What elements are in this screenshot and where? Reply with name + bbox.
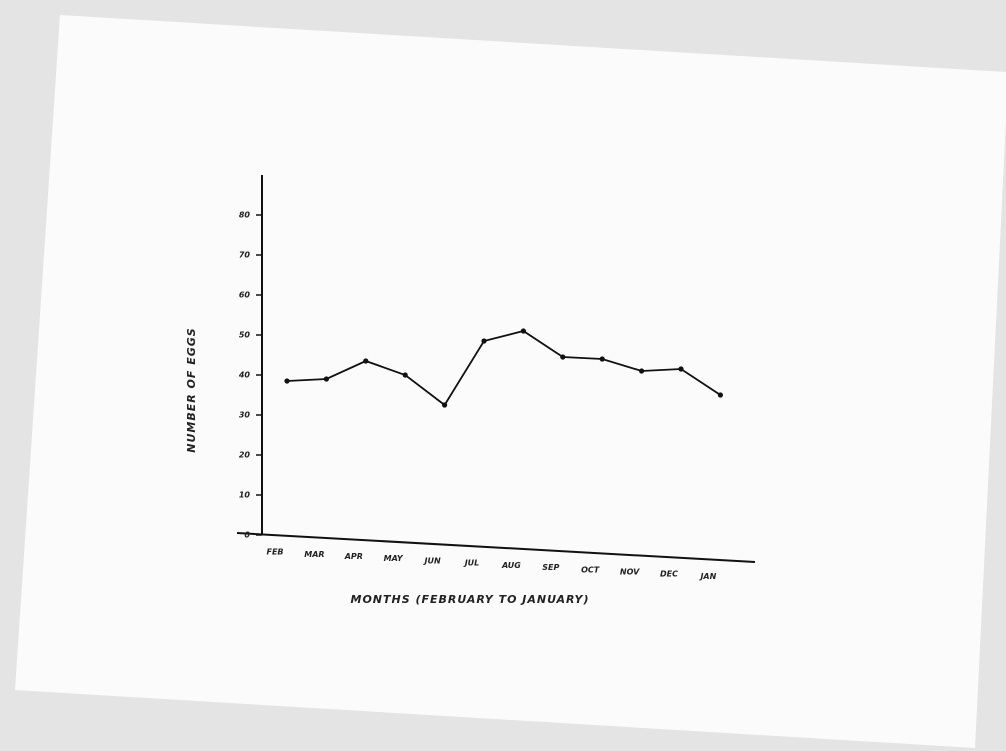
data-point — [521, 328, 526, 333]
y-tick-label: 40 — [238, 371, 251, 380]
data-point — [481, 338, 486, 343]
data-point — [678, 366, 683, 371]
x-tick-label: DEC — [660, 570, 678, 579]
x-tick-label: JUN — [423, 556, 441, 565]
x-tick-label: FEB — [266, 548, 283, 557]
x-tick-label: JAN — [698, 572, 716, 581]
data-point — [284, 378, 289, 383]
x-tick-label: APR — [344, 552, 363, 561]
y-tick-label: 20 — [239, 451, 251, 460]
data-point — [363, 358, 368, 363]
x-tick-label: JUL — [463, 559, 480, 568]
x-tick-label: MAR — [304, 550, 324, 559]
page: MONTHS (FEBRUARY TO JANUARY) NUMBER OF E… — [0, 0, 1006, 751]
x-tick-label: OCT — [581, 565, 600, 574]
x-tick-label: AUG — [501, 561, 521, 570]
data-point — [403, 372, 408, 377]
data-point — [639, 368, 644, 373]
chart: MONTHS (FEBRUARY TO JANUARY) NUMBER OF E… — [0, 0, 1006, 751]
y-tick-label: 70 — [239, 251, 251, 260]
x-tick-label: NOV — [620, 567, 640, 576]
data-point — [560, 354, 565, 359]
data-point — [718, 392, 723, 397]
data-point — [324, 376, 329, 381]
y-tick-label: 50 — [239, 331, 251, 340]
y-tick-label: 60 — [239, 291, 251, 300]
y-tick-label: 10 — [239, 491, 251, 500]
x-tick-label: MAY — [384, 554, 404, 563]
y-tick-label: 30 — [239, 411, 251, 420]
x-axis-title: MONTHS (FEBRUARY TO JANUARY) — [351, 593, 590, 606]
y-axis-title: NUMBER OF EGGS — [185, 327, 198, 452]
y-tick-label: 80 — [239, 211, 251, 220]
data-point — [442, 402, 447, 407]
x-tick-label: SEP — [542, 563, 559, 572]
paper — [15, 15, 1006, 748]
y-tick-label: 0 — [244, 531, 250, 540]
data-point — [600, 356, 605, 361]
